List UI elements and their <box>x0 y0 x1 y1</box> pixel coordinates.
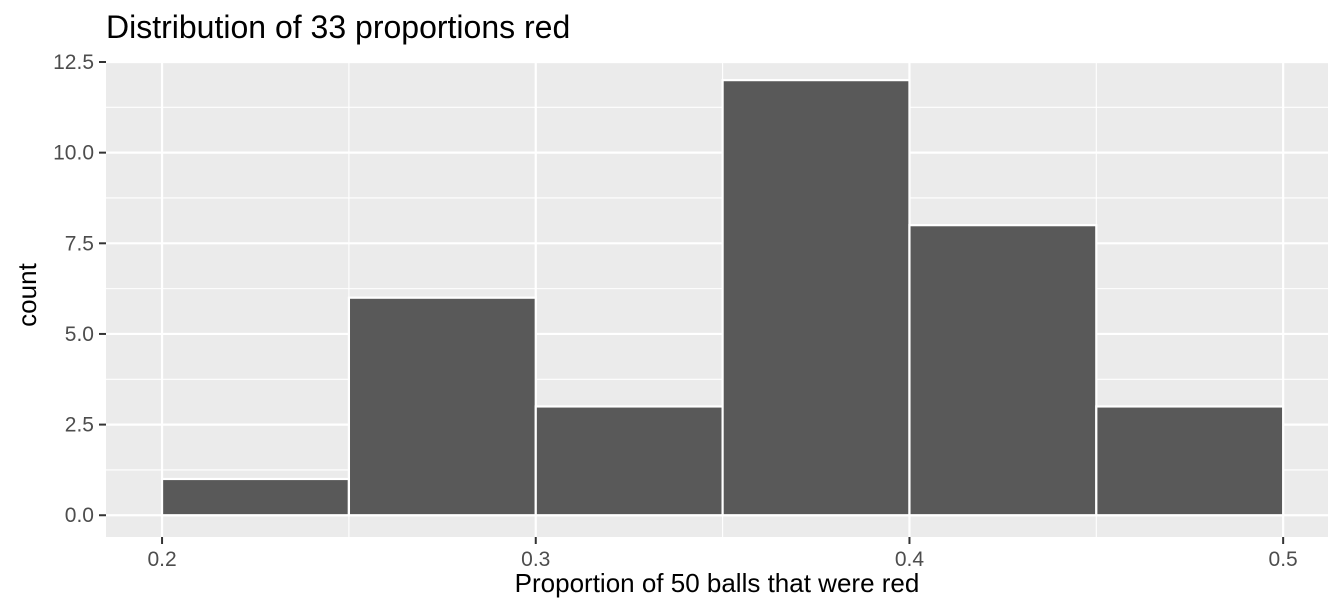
y-tick-label: 12.5 <box>53 51 94 74</box>
y-tick-label: 5.0 <box>65 323 94 346</box>
y-axis-title: count <box>12 262 42 326</box>
x-tick-label: 0.3 <box>521 548 550 571</box>
chart-title: Distribution of 33 proportions red <box>106 9 570 45</box>
histogram-bar <box>721 79 911 517</box>
y-tick-label: 10.0 <box>53 142 94 165</box>
x-tick-label: 0.5 <box>1269 548 1298 571</box>
histogram-bar <box>347 296 537 517</box>
y-axis: 0.0 2.5 5.0 7.5 10.0 12.5 <box>53 51 106 527</box>
histogram-bar <box>160 477 351 517</box>
histogram-bar <box>1095 405 1285 517</box>
x-axis: 0.2 0.3 0.4 0.5 <box>147 537 1298 571</box>
y-tick-label: 0.0 <box>65 504 94 527</box>
histogram-bars <box>160 79 1285 517</box>
histogram-bar <box>534 405 724 517</box>
y-tick-label: 7.5 <box>65 232 94 255</box>
x-tick-label: 0.2 <box>147 548 176 571</box>
x-axis-title: Proportion of 50 balls that were red <box>515 568 920 598</box>
y-tick-label: 2.5 <box>65 414 94 437</box>
x-tick-label: 0.4 <box>895 548 925 571</box>
histogram-bar <box>908 224 1098 517</box>
